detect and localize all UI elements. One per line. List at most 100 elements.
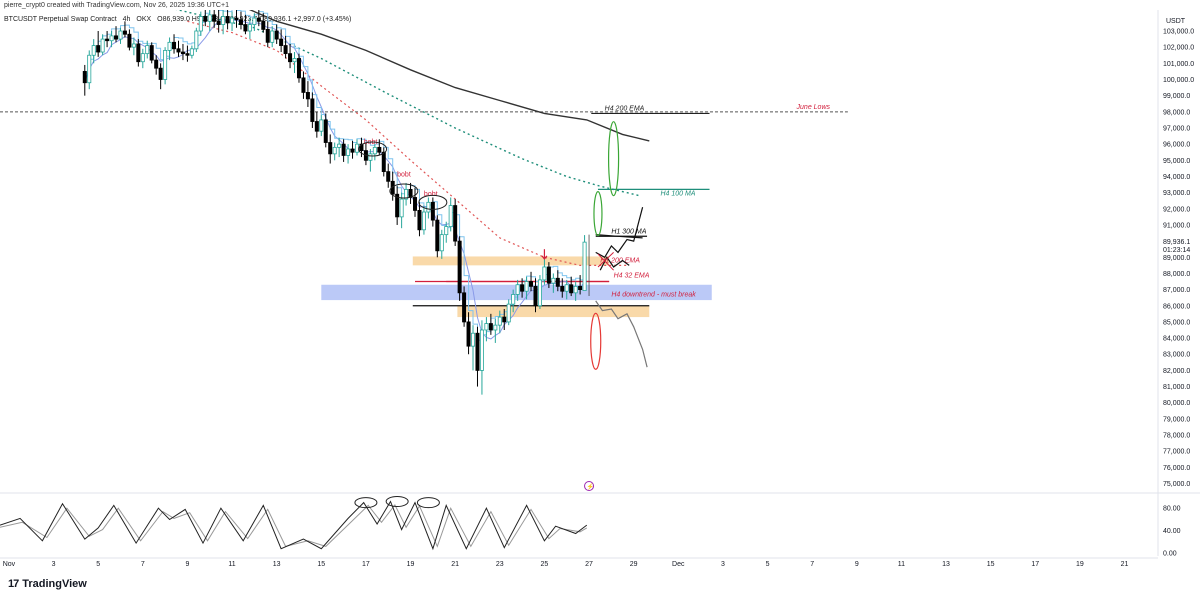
candle-25[interactable] xyxy=(189,45,194,59)
candle-80[interactable] xyxy=(435,215,440,258)
candle-79[interactable] xyxy=(430,197,435,227)
candle-109[interactable] xyxy=(564,279,569,300)
indicator-line-1[interactable] xyxy=(243,7,650,142)
candle-63[interactable] xyxy=(359,137,364,158)
target-ellipse-lower[interactable] xyxy=(590,312,602,370)
candle-33[interactable] xyxy=(225,10,230,30)
candle-41[interactable] xyxy=(261,13,266,33)
bear-scenario-path[interactable] xyxy=(595,300,648,368)
candle-16[interactable] xyxy=(149,42,154,64)
candle-7[interactable] xyxy=(109,31,114,48)
candle-82[interactable] xyxy=(444,221,449,243)
candle-30[interactable] xyxy=(212,10,217,28)
zone-2[interactable] xyxy=(412,256,610,266)
candle-110[interactable] xyxy=(569,276,574,297)
candle-106[interactable] xyxy=(551,273,556,293)
candle-57[interactable] xyxy=(332,142,337,161)
candle-14[interactable] xyxy=(140,48,145,69)
candle-73[interactable] xyxy=(404,182,409,206)
candle-103[interactable] xyxy=(537,275,542,309)
candle-107[interactable] xyxy=(555,270,560,292)
candle-71[interactable] xyxy=(395,186,400,225)
candle-93[interactable] xyxy=(493,318,498,343)
target-ellipse-mid[interactable] xyxy=(593,191,603,237)
candle-66[interactable] xyxy=(372,144,377,161)
candle-29[interactable] xyxy=(207,10,212,32)
tradingview-brand[interactable]: 17 TradingView xyxy=(8,578,87,590)
candle-3[interactable] xyxy=(91,39,96,64)
candle-101[interactable] xyxy=(529,271,534,292)
zone-3[interactable] xyxy=(457,305,650,318)
candle-15[interactable] xyxy=(145,40,150,59)
candle-4[interactable] xyxy=(96,31,101,57)
candle-51[interactable] xyxy=(305,81,310,107)
candle-52[interactable] xyxy=(310,92,315,128)
candle-85[interactable] xyxy=(457,236,462,301)
candle-88[interactable] xyxy=(471,325,476,371)
interval[interactable]: 4h xyxy=(122,16,131,23)
symbol-name[interactable]: BTCUSDT Perpetual Swap Contract xyxy=(4,16,117,23)
stoch-d-line[interactable] xyxy=(0,503,588,548)
candle-27[interactable] xyxy=(198,11,203,36)
candle-67[interactable] xyxy=(377,139,382,156)
candle-43[interactable] xyxy=(270,26,275,48)
candle-97[interactable] xyxy=(511,289,516,313)
candle-98[interactable] xyxy=(515,279,520,301)
candle-40[interactable] xyxy=(256,10,261,27)
candle-11[interactable] xyxy=(127,29,132,51)
candle-28[interactable] xyxy=(203,10,208,27)
candle-45[interactable] xyxy=(279,29,284,53)
candle-59[interactable] xyxy=(341,139,346,162)
candle-100[interactable] xyxy=(524,276,529,300)
indicator-line-2[interactable] xyxy=(165,7,641,197)
candle-9[interactable] xyxy=(118,27,123,44)
candle-56[interactable] xyxy=(328,134,333,164)
candle-111[interactable] xyxy=(573,281,578,301)
bull-scenario-path[interactable] xyxy=(595,207,644,259)
candle-19[interactable] xyxy=(163,47,168,85)
candle-5[interactable] xyxy=(100,34,105,56)
candle-13[interactable] xyxy=(136,39,141,67)
candle-92[interactable] xyxy=(488,313,493,335)
candle-10[interactable] xyxy=(122,21,127,38)
candle-108[interactable] xyxy=(560,278,565,298)
candle-2[interactable] xyxy=(87,50,92,90)
candle-36[interactable] xyxy=(238,11,243,30)
candle-99[interactable] xyxy=(520,278,525,298)
candle-39[interactable] xyxy=(252,13,257,32)
candle-12[interactable] xyxy=(131,37,136,56)
target-ellipse-upper[interactable] xyxy=(607,121,620,197)
candle-38[interactable] xyxy=(247,18,252,40)
candle-47[interactable] xyxy=(288,43,293,69)
candle-31[interactable] xyxy=(216,10,221,33)
candle-81[interactable] xyxy=(439,229,444,259)
candle-61[interactable] xyxy=(350,140,355,159)
candle-37[interactable] xyxy=(243,14,248,35)
candle-58[interactable] xyxy=(337,137,342,158)
candle-65[interactable] xyxy=(368,148,373,172)
candle-18[interactable] xyxy=(158,63,163,90)
candle-112[interactable] xyxy=(578,275,583,295)
candle-86[interactable] xyxy=(462,286,467,327)
candle-60[interactable] xyxy=(346,144,351,164)
candle-49[interactable] xyxy=(296,53,301,83)
indicator-line-4[interactable] xyxy=(187,20,630,266)
stoch-k-line[interactable] xyxy=(0,500,588,551)
candle-105[interactable] xyxy=(546,262,551,288)
event-lightning-icon[interactable] xyxy=(584,481,595,491)
candle-50[interactable] xyxy=(301,71,306,99)
candle-26[interactable] xyxy=(194,27,199,53)
candle-95[interactable] xyxy=(502,308,507,330)
candle-69[interactable] xyxy=(386,163,391,188)
candle-94[interactable] xyxy=(497,310,502,334)
candle-62[interactable] xyxy=(354,139,359,156)
candle-113[interactable] xyxy=(582,235,587,291)
candle-104[interactable] xyxy=(542,257,547,285)
candle-8[interactable] xyxy=(114,26,119,43)
candle-68[interactable] xyxy=(381,147,386,177)
candle-6[interactable] xyxy=(105,31,110,48)
candle-21[interactable] xyxy=(172,34,177,54)
candle-17[interactable] xyxy=(154,55,159,75)
candle-76[interactable] xyxy=(417,202,422,237)
